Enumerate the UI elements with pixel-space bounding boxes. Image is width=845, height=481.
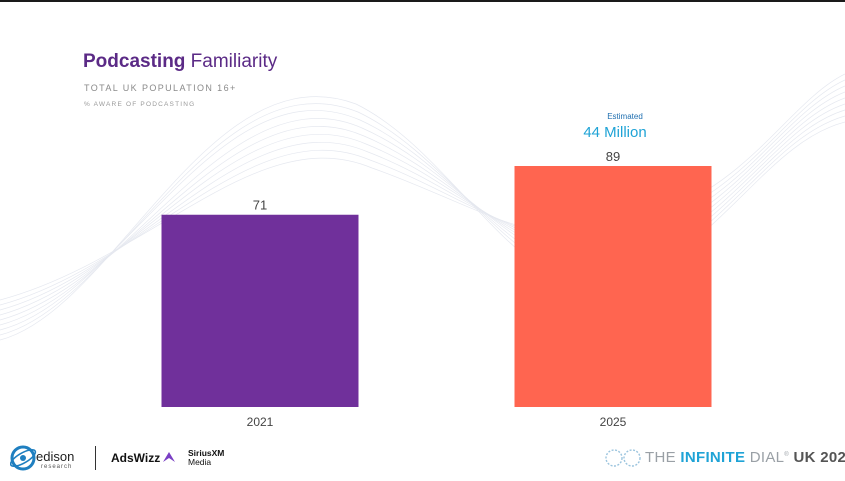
tick-label-2025: 2025: [600, 415, 627, 429]
dial-dial: DIAL: [745, 449, 785, 466]
edison-name: edison: [36, 449, 75, 464]
dial-mark: ®: [784, 452, 790, 458]
chart-measure-label: % AWARE OF PODCASTING: [84, 101, 196, 108]
edison-sub: research: [41, 464, 73, 470]
infinite-dial-icon: [605, 449, 641, 467]
estimated-label: Estimated: [607, 112, 643, 121]
data-label-2025: 89: [606, 149, 620, 164]
bar-2021: [161, 214, 359, 407]
edison-logo: edison research: [9, 440, 90, 476]
dial-infinite: INFINITE: [680, 449, 746, 466]
dial-uk-2025: UK 2025: [793, 449, 845, 466]
chart-title: Podcasting Familiarity: [83, 51, 277, 73]
adswizz-name: AdsWizz: [111, 451, 161, 465]
chart-subtitle: TOTAL UK POPULATION 16+: [84, 83, 237, 93]
dial-the: THE: [645, 449, 681, 466]
siriusxm-logo: SiriusXM Media: [188, 449, 224, 467]
estimated-value: 44 Million: [583, 124, 647, 141]
sirius-line2: Media: [188, 457, 212, 467]
sirius-line1: SiriusXM: [188, 448, 225, 458]
data-label-2021: 71: [253, 198, 267, 213]
title-bold: Podcasting: [83, 51, 186, 72]
adswizz-mark-icon: [163, 452, 176, 462]
title-rest: Familiarity: [185, 51, 278, 72]
footer-divider: [95, 446, 96, 470]
infinite-dial-logo: THE INFINITE DIAL® UK 2025: [645, 449, 845, 466]
adswizz-logo: AdsWizz: [111, 451, 176, 465]
tick-label-2021: 2021: [247, 415, 274, 429]
edison-logo-icon: [9, 445, 37, 471]
bar-2025: [514, 166, 712, 407]
top-border: [0, 0, 845, 2]
